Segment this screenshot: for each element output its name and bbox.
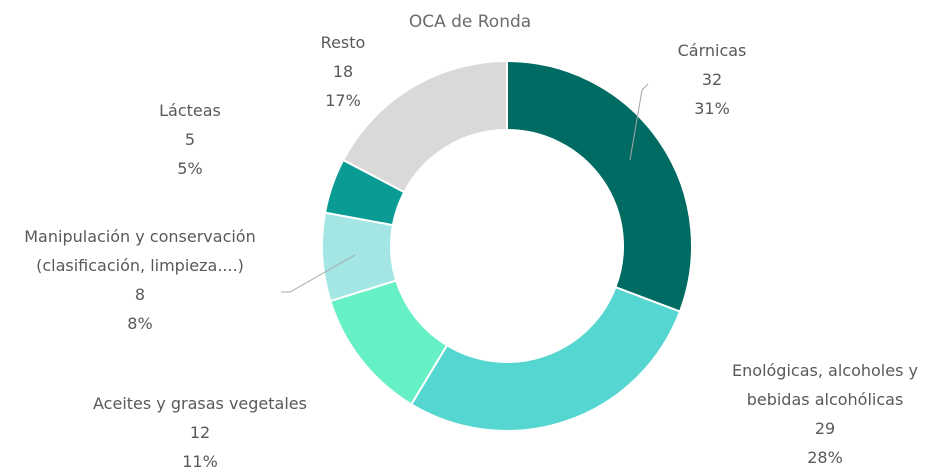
category-label: Aceites y grasas vegetales bbox=[93, 394, 307, 413]
category-label: Manipulación y conservación (clasificaci… bbox=[24, 227, 256, 275]
value-label: 29 bbox=[814, 419, 836, 438]
category-label: Enológicas, alcoholes y bebidas alcohóli… bbox=[732, 361, 918, 409]
data-label: Enológicas, alcoholes y bebidas alcohóli… bbox=[700, 356, 944, 469]
donut-slice bbox=[409, 285, 682, 432]
category-label: Cárnicas bbox=[677, 41, 747, 60]
value-label: 12 bbox=[189, 423, 211, 442]
data-label: Manipulación y conservación (clasificaci… bbox=[0, 222, 280, 338]
value-label: 5 bbox=[184, 130, 196, 149]
data-label: Cárnicas 32 31% bbox=[622, 36, 802, 123]
leader-line bbox=[629, 83, 649, 161]
value-label: 32 bbox=[701, 70, 723, 89]
percentage-label: 28% bbox=[807, 448, 843, 467]
donut-slice bbox=[506, 59, 693, 313]
data-label: Resto 18 17% bbox=[263, 28, 423, 115]
percentage-label: 5% bbox=[177, 159, 203, 178]
data-label: Aceites y grasas vegetales 12 11% bbox=[60, 389, 340, 469]
percentage-label: 31% bbox=[694, 99, 730, 118]
value-label: 18 bbox=[332, 62, 354, 81]
percentage-label: 8% bbox=[127, 314, 153, 333]
leader-line bbox=[281, 254, 356, 293]
data-label: Lácteas 5 5% bbox=[110, 96, 270, 183]
category-label: Resto bbox=[320, 33, 366, 52]
chart-title: OCA de Ronda bbox=[408, 12, 532, 32]
percentage-label: 17% bbox=[325, 91, 361, 110]
value-label: 8 bbox=[134, 285, 146, 304]
category-label: Lácteas bbox=[159, 101, 221, 120]
donut-slice bbox=[341, 59, 508, 194]
percentage-label: 11% bbox=[182, 452, 218, 469]
